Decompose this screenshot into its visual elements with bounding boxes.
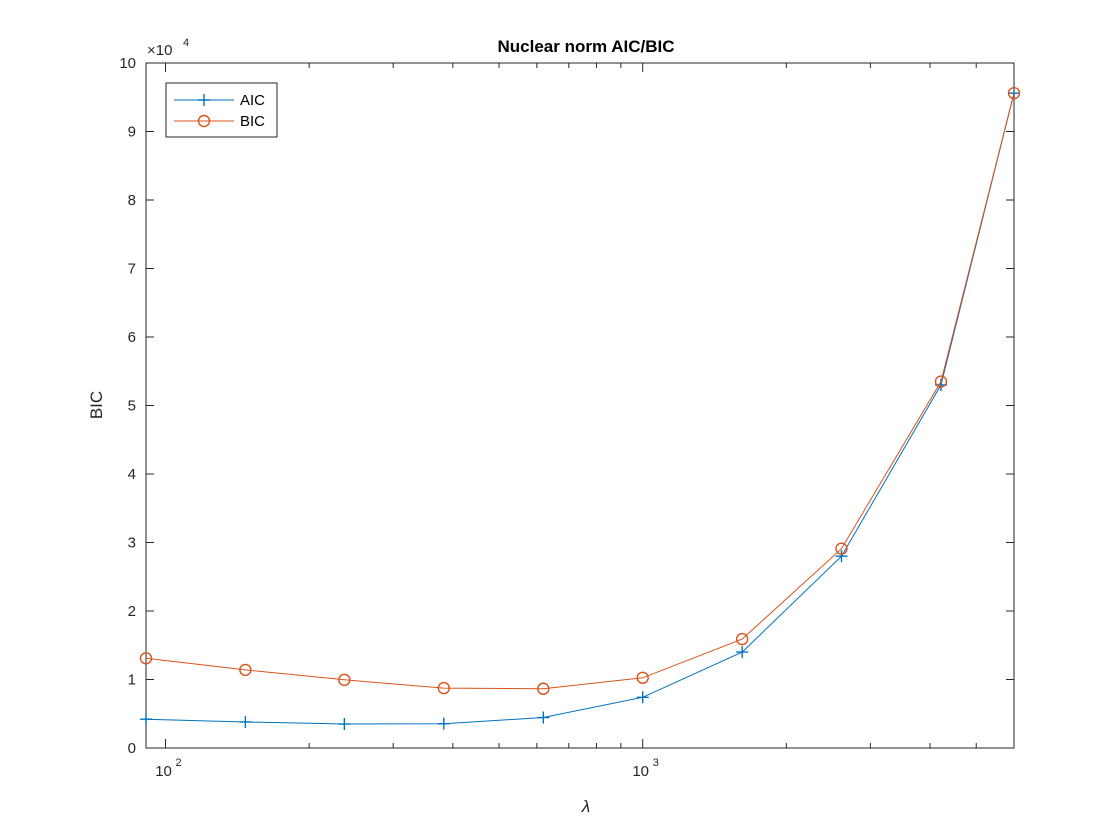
legend-item-aic: AIC bbox=[174, 92, 265, 109]
data-point-bic bbox=[1007, 86, 1021, 100]
legend: AIC BIC bbox=[165, 82, 278, 138]
y-tick-label: 7 bbox=[128, 261, 136, 278]
data-point-aic bbox=[437, 717, 450, 730]
y-exponent-base: ×10 bbox=[147, 42, 172, 59]
data-point-bic bbox=[338, 673, 351, 687]
data-point-bic bbox=[934, 375, 948, 388]
y-tick-label: 4 bbox=[128, 466, 136, 483]
y-tick-label: 6 bbox=[128, 329, 136, 346]
y-tick-label: 9 bbox=[128, 124, 136, 141]
series-line-bic bbox=[145, 92, 1015, 690]
y-axis-label: BIC bbox=[87, 391, 106, 419]
y-tick-label: 10 bbox=[119, 55, 136, 72]
y-exponent-power: 4 bbox=[183, 37, 189, 49]
data-point-bic bbox=[437, 681, 451, 695]
legend-box bbox=[165, 82, 278, 138]
data-point-bic bbox=[537, 682, 550, 695]
data-point-aic bbox=[537, 711, 550, 724]
x-tick-label: 10 bbox=[632, 763, 649, 780]
data-point-aic bbox=[736, 646, 749, 659]
data-point-bic bbox=[636, 671, 649, 684]
x-axis-label: λ bbox=[581, 797, 590, 816]
data-point-bic bbox=[139, 652, 153, 665]
y-tick-label: 1 bbox=[128, 672, 136, 689]
axis-ticks: 0 1 2 3 4 5 6 7 8 9 10 10 2 10 3 bbox=[119, 55, 1015, 780]
data-point-aic bbox=[835, 550, 848, 563]
series-line-aic bbox=[145, 92, 1015, 725]
plot-area bbox=[145, 62, 1015, 749]
legend-aic-label: AIC bbox=[240, 92, 265, 109]
y-tick-label: 2 bbox=[128, 603, 136, 620]
x-tick-label: 10 bbox=[155, 763, 172, 780]
chart-title: Nuclear norm AIC/BIC bbox=[498, 37, 675, 56]
legend-aic-marker bbox=[198, 94, 210, 106]
y-tick-label: 8 bbox=[128, 192, 136, 209]
legend-item-bic: BIC bbox=[174, 113, 265, 130]
series-layer bbox=[139, 86, 1021, 731]
y-tick-label: 5 bbox=[128, 398, 136, 415]
data-point-aic bbox=[636, 691, 649, 704]
y-tick-label: 0 bbox=[128, 740, 136, 757]
y-exponent-label: ×10 4 bbox=[147, 37, 189, 59]
legend-bic-label: BIC bbox=[240, 113, 265, 130]
data-point-aic bbox=[239, 715, 252, 728]
data-point-aic bbox=[140, 713, 152, 726]
y-tick-label: 3 bbox=[128, 535, 136, 552]
data-point-bic bbox=[239, 663, 252, 677]
series-bic bbox=[139, 86, 1021, 695]
data-point-aic bbox=[338, 718, 351, 731]
legend-bic-marker bbox=[197, 114, 211, 128]
data-point-bic bbox=[735, 632, 749, 646]
x-tick-label-power: 3 bbox=[653, 757, 659, 769]
x-tick-label-power: 2 bbox=[176, 757, 182, 769]
data-point-bic bbox=[835, 542, 848, 555]
